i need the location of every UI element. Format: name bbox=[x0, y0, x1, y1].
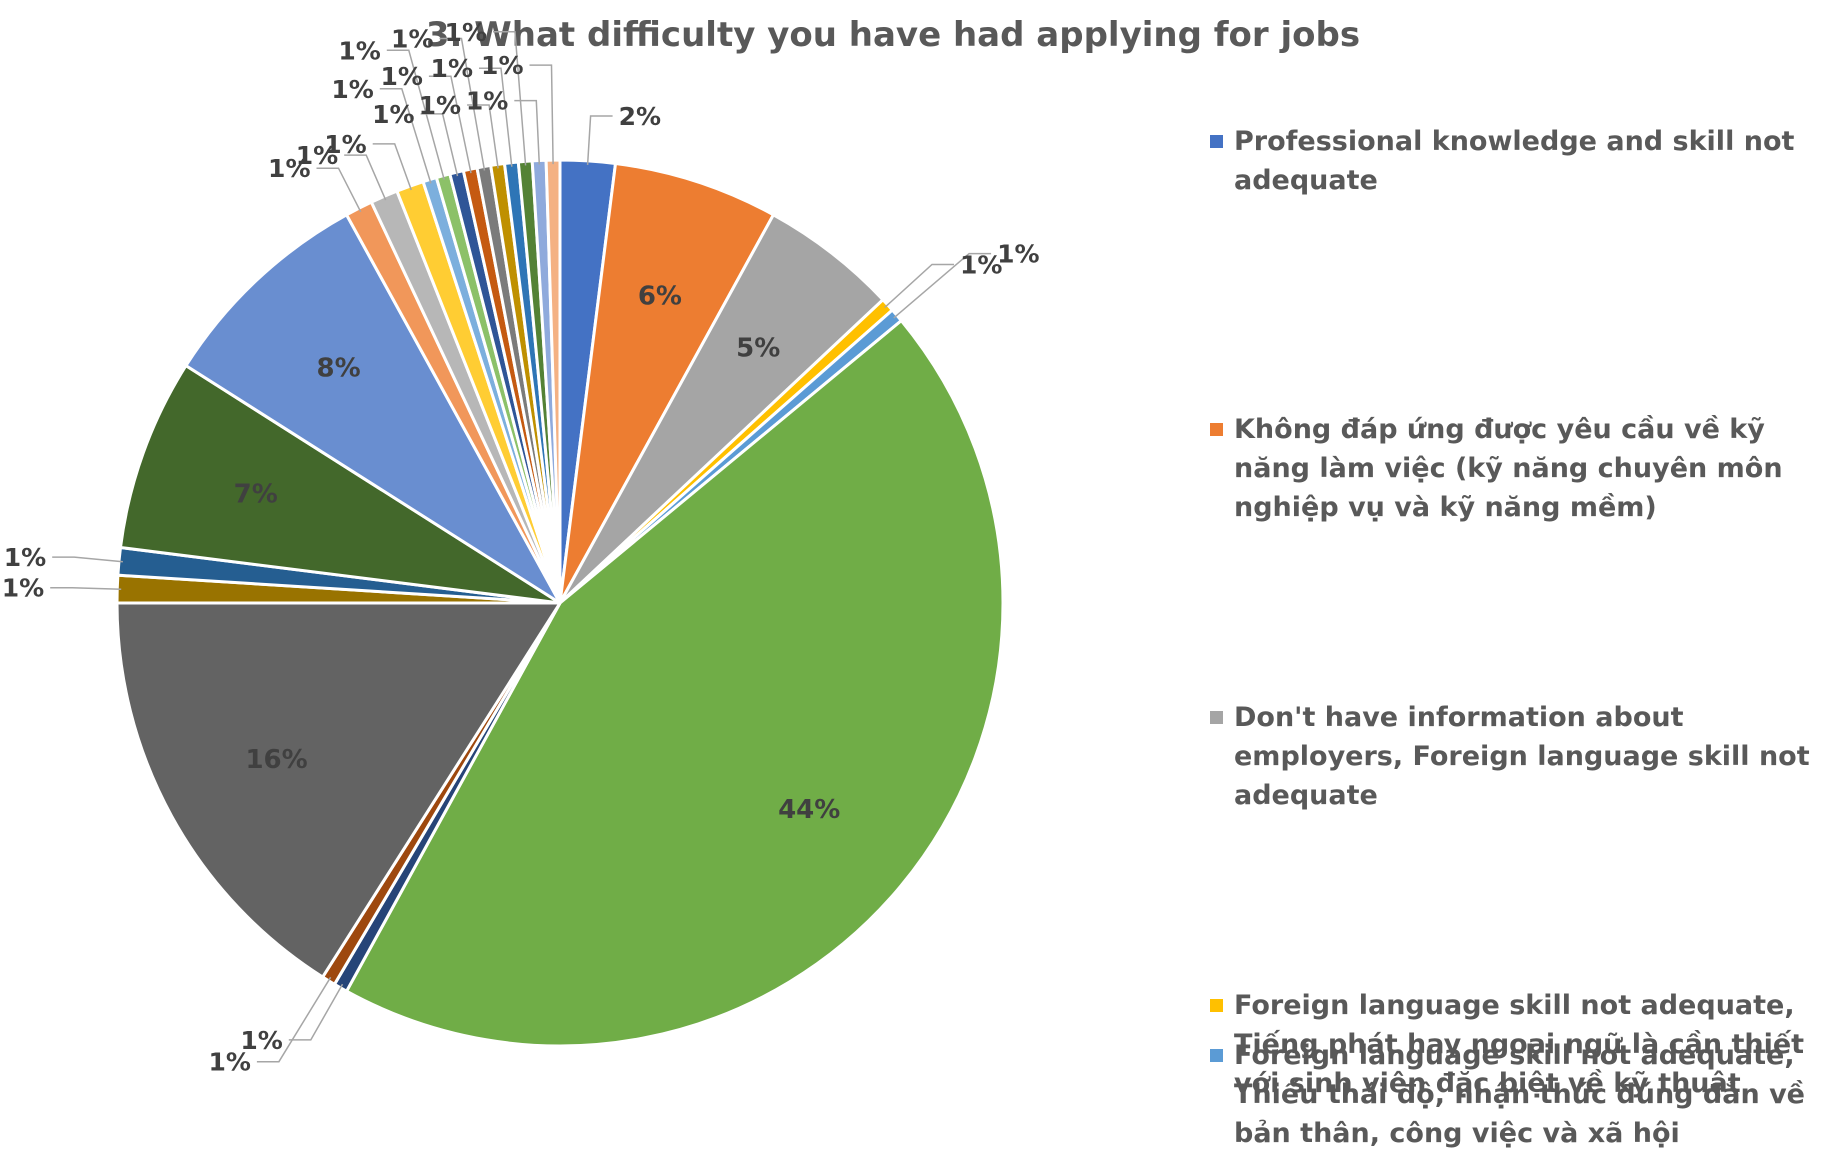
legend-swatch bbox=[1210, 135, 1223, 148]
leader-line bbox=[288, 983, 344, 1041]
data-label: 1% bbox=[296, 141, 338, 170]
legend-swatch bbox=[1210, 1049, 1223, 1062]
leader-line bbox=[893, 252, 992, 319]
leader-line bbox=[316, 167, 362, 213]
legend-label: Don't have information about employers, … bbox=[1234, 702, 1810, 811]
legend-swatch bbox=[1210, 423, 1223, 436]
data-label: 1% bbox=[431, 54, 473, 83]
data-label: 1% bbox=[240, 1026, 282, 1055]
pie-slice bbox=[115, 601, 563, 980]
legend-entry: Professional knowledge and skill not ade… bbox=[1210, 122, 1820, 200]
leader-line bbox=[884, 263, 954, 309]
data-label: 1% bbox=[331, 75, 373, 104]
data-label: 1% bbox=[481, 51, 523, 80]
data-labels: 2%6%5%1%1%44%1%1%16%1%1%7%8%1%1%1%1%1%1%… bbox=[2, 18, 1040, 1077]
data-label: 1% bbox=[419, 91, 461, 120]
data-label: 1% bbox=[324, 130, 366, 159]
data-label: 44% bbox=[778, 795, 840, 825]
leader-line bbox=[372, 143, 413, 191]
leader-line bbox=[514, 99, 541, 165]
data-label: 1% bbox=[338, 36, 380, 65]
leader-line bbox=[467, 104, 499, 169]
leader-line bbox=[379, 88, 432, 184]
leader-line bbox=[439, 37, 486, 171]
data-label: 1% bbox=[466, 87, 508, 116]
data-label: 1% bbox=[208, 1048, 250, 1077]
legend-label: Foreign language skill not adequate, Tiế… bbox=[1234, 990, 1805, 1099]
data-label: 1% bbox=[380, 62, 422, 91]
leader-line bbox=[50, 586, 122, 590]
data-label: 2% bbox=[619, 102, 661, 131]
data-label: 6% bbox=[638, 281, 682, 311]
leader-line bbox=[529, 64, 554, 165]
leader-line bbox=[479, 67, 513, 167]
legend-swatch bbox=[1210, 711, 1223, 724]
leader-lines bbox=[50, 31, 992, 1063]
data-label: 1% bbox=[391, 25, 433, 54]
data-label: 1% bbox=[960, 251, 1002, 280]
data-label: 1% bbox=[445, 18, 487, 47]
legend-entry: Foreign language skill not adequate, Thi… bbox=[1210, 1036, 1820, 1153]
legend-swatch bbox=[1210, 999, 1223, 1012]
data-label: 1% bbox=[268, 154, 310, 183]
leader-line bbox=[344, 154, 387, 201]
data-label: 1% bbox=[372, 100, 414, 129]
pie-slices bbox=[115, 158, 1005, 1048]
leader-line bbox=[586, 115, 613, 165]
pie-slice bbox=[558, 161, 776, 604]
data-label: 7% bbox=[234, 480, 278, 510]
chart-title: 3. What difficulty you have had applying… bbox=[426, 15, 1360, 55]
leader-line bbox=[420, 113, 459, 177]
data-label: 5% bbox=[736, 334, 780, 364]
pie-slice bbox=[344, 318, 1005, 1048]
leader-line bbox=[493, 31, 527, 166]
leader-line bbox=[256, 976, 332, 1063]
legend-label: Professional knowledge and skill not ade… bbox=[1234, 126, 1795, 196]
leader-line bbox=[386, 49, 445, 180]
pie-slice bbox=[118, 363, 561, 605]
data-label: 16% bbox=[245, 745, 307, 775]
legend-entry: Không đáp ứng được yêu cầu về kỹ năng là… bbox=[1210, 410, 1820, 527]
data-label: 1% bbox=[2, 574, 44, 603]
leader-line bbox=[52, 556, 123, 563]
legend-entry: Don't have information about employers, … bbox=[1210, 698, 1820, 815]
data-label: 8% bbox=[317, 353, 361, 383]
data-label: 1% bbox=[4, 543, 46, 572]
data-label: 1% bbox=[997, 240, 1039, 269]
legend-entry: Foreign language skill not adequate, Tiế… bbox=[1210, 986, 1820, 1103]
legend-label: Foreign language skill not adequate, Thi… bbox=[1234, 1040, 1805, 1149]
legend-label: Không đáp ứng được yêu cầu về kỹ năng là… bbox=[1234, 414, 1783, 523]
pie-slice bbox=[183, 212, 562, 605]
leader-line bbox=[428, 75, 472, 174]
